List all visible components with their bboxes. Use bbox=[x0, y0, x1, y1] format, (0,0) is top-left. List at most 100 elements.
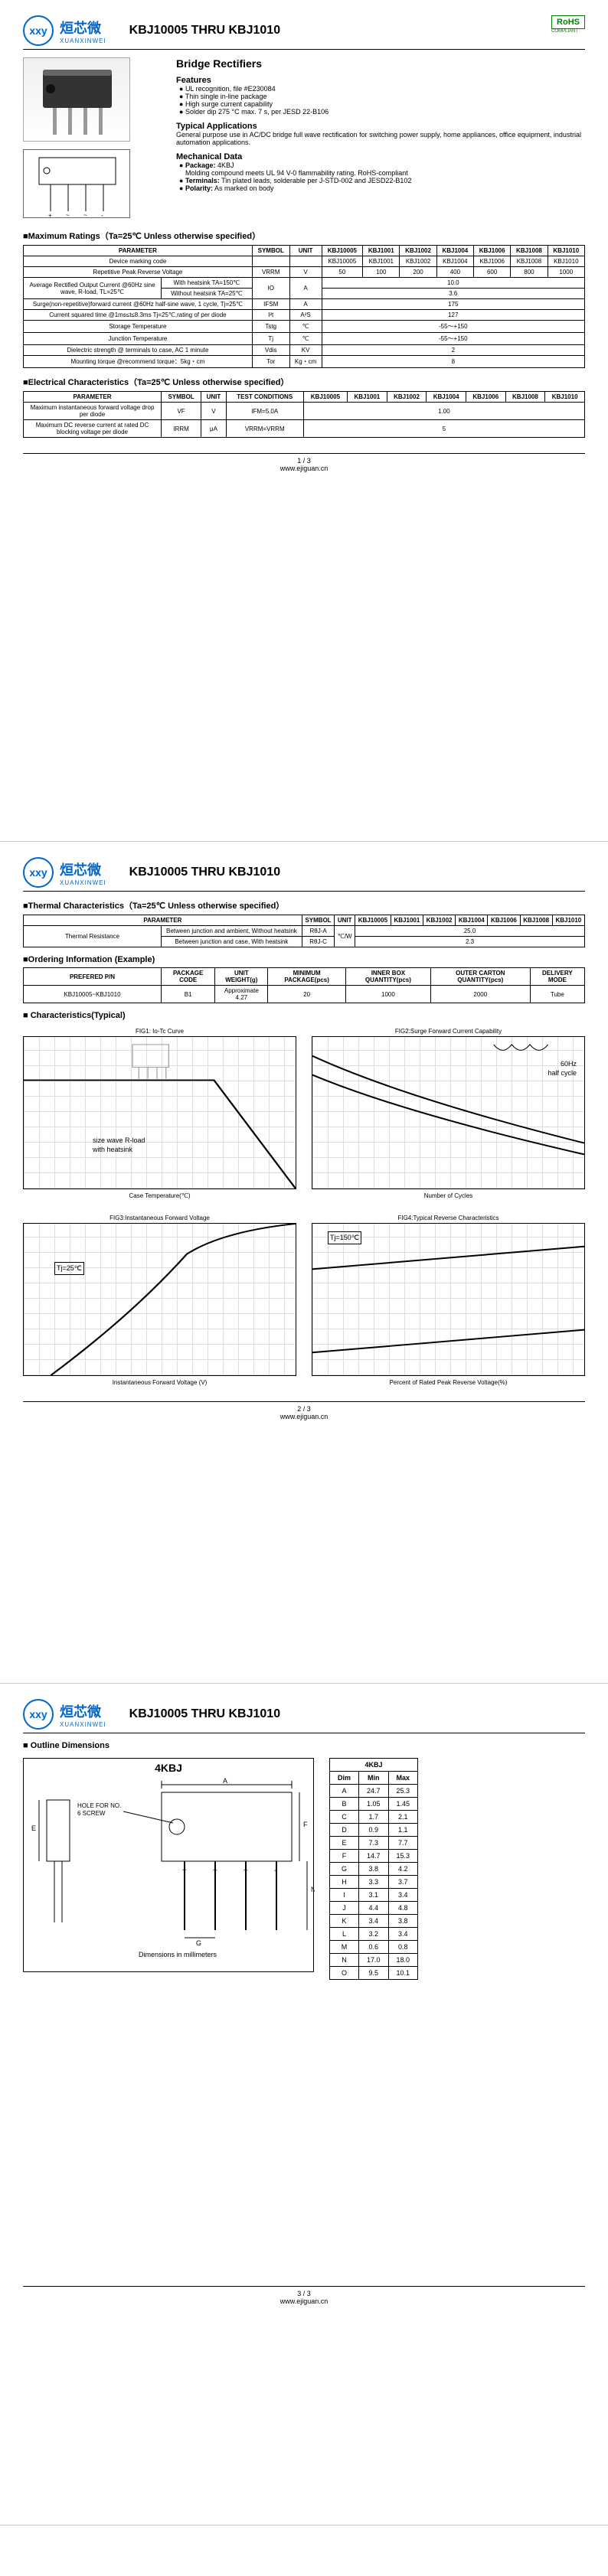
header-cell: KBJ1010 bbox=[545, 392, 585, 403]
dim-cell: 4.4 bbox=[359, 1902, 389, 1915]
svg-text:A: A bbox=[223, 1777, 227, 1785]
sym-cell: IO bbox=[252, 278, 289, 299]
header-cell: KBJ1002 bbox=[400, 246, 436, 256]
chart-note: Tj=25℃ bbox=[54, 1262, 84, 1275]
chart-fig3: FIG3:Instantaneous Forward Voltage Tj=25… bbox=[23, 1215, 296, 1386]
dim-cell: A bbox=[330, 1785, 359, 1798]
header-cell: KBJ1008 bbox=[505, 392, 545, 403]
mech-term-label: Terminals: bbox=[185, 177, 220, 184]
data-cell: KBJ1008 bbox=[511, 256, 548, 267]
svg-text:-: - bbox=[274, 1867, 276, 1875]
data-cell: 200 bbox=[400, 267, 436, 278]
logo-icon: xxy bbox=[23, 15, 54, 46]
chart-xlabel: Case Temperature(℃) bbox=[23, 1192, 296, 1199]
intro-section: + ~ ~ - Bridge Rectifiers Features UL re… bbox=[23, 57, 585, 218]
header-cell: UNIT bbox=[335, 915, 355, 926]
param-cell: Average Rectified Output Current @60Hz s… bbox=[24, 278, 162, 299]
thermal-table: PARAMETERSYMBOLUNITKBJ10005KBJ1001KBJ100… bbox=[23, 915, 585, 947]
data-cell: B1 bbox=[162, 986, 215, 1003]
header-cell: OUTER CARTON QUANTITY(pcs) bbox=[430, 968, 530, 986]
dim-cell: 3.4 bbox=[388, 1889, 418, 1902]
elec-table: PARAMETERSYMBOLUNITTEST CONDITIONSKBJ100… bbox=[23, 391, 585, 438]
package-diagram: + ~ ~ - bbox=[23, 149, 130, 218]
data-cell: KBJ1010 bbox=[548, 256, 584, 267]
mech-pkg-desc: Molding compound meets UL 94 V-0 flammab… bbox=[185, 169, 585, 177]
header-cell: KBJ1004 bbox=[427, 392, 466, 403]
doc-title: KBJ10005 THRU KBJ1010 bbox=[129, 24, 280, 37]
val-cell: 2 bbox=[322, 345, 584, 356]
data-cell: KBJ1002 bbox=[400, 256, 436, 267]
chart-title: FIG2:Surge Forward Current Capability bbox=[312, 1028, 585, 1035]
logo-icon: xxy bbox=[23, 857, 54, 888]
data-cell bbox=[252, 256, 289, 267]
svg-text:E: E bbox=[31, 1824, 36, 1832]
data-cell: KBJ1001 bbox=[363, 256, 400, 267]
param-cell: Storage Temperature bbox=[24, 321, 253, 333]
dim-cell: 10.1 bbox=[388, 1967, 418, 1980]
data-cell: Approximate 4.27 bbox=[215, 986, 268, 1003]
page-header: xxy 烜芯微 XUANXINWEI KBJ10005 THRU KBJ1010 bbox=[23, 1699, 585, 1733]
header-cell: UNIT WEIGHT(g) bbox=[215, 968, 268, 986]
dim-cell: 3.2 bbox=[359, 1928, 389, 1941]
header-cell: UNIT bbox=[201, 392, 226, 403]
data-cell: 50 bbox=[322, 267, 363, 278]
header-cell: TEST CONDITIONS bbox=[226, 392, 303, 403]
header-cell: KBJ1008 bbox=[511, 246, 548, 256]
dimension-table: 4KBJ DimMinMax A24.725.3B1.051.45C1.72.1… bbox=[329, 1758, 418, 1980]
svg-text:~: ~ bbox=[66, 212, 70, 219]
bridge-title: Bridge Rectifiers bbox=[176, 57, 585, 70]
dim-cell: H bbox=[330, 1876, 359, 1889]
logo-cn: 烜芯微 bbox=[60, 18, 106, 37]
data-cell: 100 bbox=[363, 267, 400, 278]
ordering-table: PREFERED P/NPACKAGE CODEUNIT WEIGHT(g)MI… bbox=[23, 967, 585, 1003]
dimension-section: 4KBJ A F E bbox=[23, 1758, 585, 1980]
chart-xlabel: Instantaneous Forward Voltage (V) bbox=[23, 1379, 296, 1386]
feature-item: High surge current capability bbox=[179, 100, 585, 108]
data-cell: Repetitive Peak Reverse Voltage bbox=[24, 267, 253, 278]
logo-sub: XUANXINWEI bbox=[60, 1721, 106, 1728]
chart-xlabel: Number of Cycles bbox=[312, 1192, 585, 1199]
page-num: 3 / 3 bbox=[23, 2290, 585, 2297]
unit-cell: ℃/W bbox=[335, 926, 355, 947]
rohs-sub: COMPLIANT bbox=[551, 29, 585, 34]
logo-cn: 烜芯微 bbox=[60, 1701, 106, 1721]
header-cell: PREFERED P/N bbox=[24, 968, 162, 986]
rohs-main: RoHS bbox=[551, 15, 585, 29]
page-num: 2 / 3 bbox=[23, 1405, 585, 1413]
header-cell: PARAMETER bbox=[24, 915, 302, 926]
param-cell: Current squared time @1ms≤t≤8.3ms Tj=25℃… bbox=[24, 310, 253, 321]
dim-cell: 0.9 bbox=[359, 1824, 389, 1837]
dim-cell: 1.45 bbox=[388, 1798, 418, 1811]
header-cell: Min bbox=[359, 1772, 389, 1785]
sym-cell: I²t bbox=[252, 310, 289, 321]
header-cell: KBJ1004 bbox=[456, 915, 488, 926]
sym-cell: RθJ-A bbox=[302, 926, 335, 937]
mech-pol-label: Polarity: bbox=[185, 184, 213, 192]
logo-icon: xxy bbox=[23, 1699, 54, 1730]
page-header: xxy 烜芯微 XUANXINWEI KBJ10005 THRU KBJ1010… bbox=[23, 15, 585, 50]
unit-cell: ℃ bbox=[289, 333, 322, 345]
apps-label: Typical Applications bbox=[176, 122, 585, 131]
dim-cell: O bbox=[330, 1967, 359, 1980]
header-cell: UNIT bbox=[289, 246, 322, 256]
sym-cell: Vdis bbox=[252, 345, 289, 356]
header-cell: KBJ1010 bbox=[548, 246, 584, 256]
header-cell: KBJ1002 bbox=[423, 915, 455, 926]
dim-cell: 7.3 bbox=[359, 1837, 389, 1850]
svg-text:+: + bbox=[182, 1867, 187, 1875]
svg-text:~: ~ bbox=[83, 212, 87, 219]
header-cell: PACKAGE CODE bbox=[162, 968, 215, 986]
feature-item: UL recognition, file #E230084 bbox=[179, 85, 585, 93]
val-cell: 2.3 bbox=[355, 937, 585, 947]
data-cell: Tube bbox=[530, 986, 584, 1003]
dim-cell: M bbox=[330, 1941, 359, 1954]
unit-cell: KV bbox=[289, 345, 322, 356]
mech-pkg-label: Package: bbox=[185, 161, 216, 169]
header-cell: SYMBOL bbox=[302, 915, 335, 926]
page-num: 1 / 3 bbox=[23, 457, 585, 465]
dim-cell: 17.0 bbox=[359, 1954, 389, 1967]
unit-cell: μA bbox=[201, 420, 226, 438]
dim-cell: 0.6 bbox=[359, 1941, 389, 1954]
header-cell: KBJ1008 bbox=[520, 915, 552, 926]
header-cell: Dim bbox=[330, 1772, 359, 1785]
